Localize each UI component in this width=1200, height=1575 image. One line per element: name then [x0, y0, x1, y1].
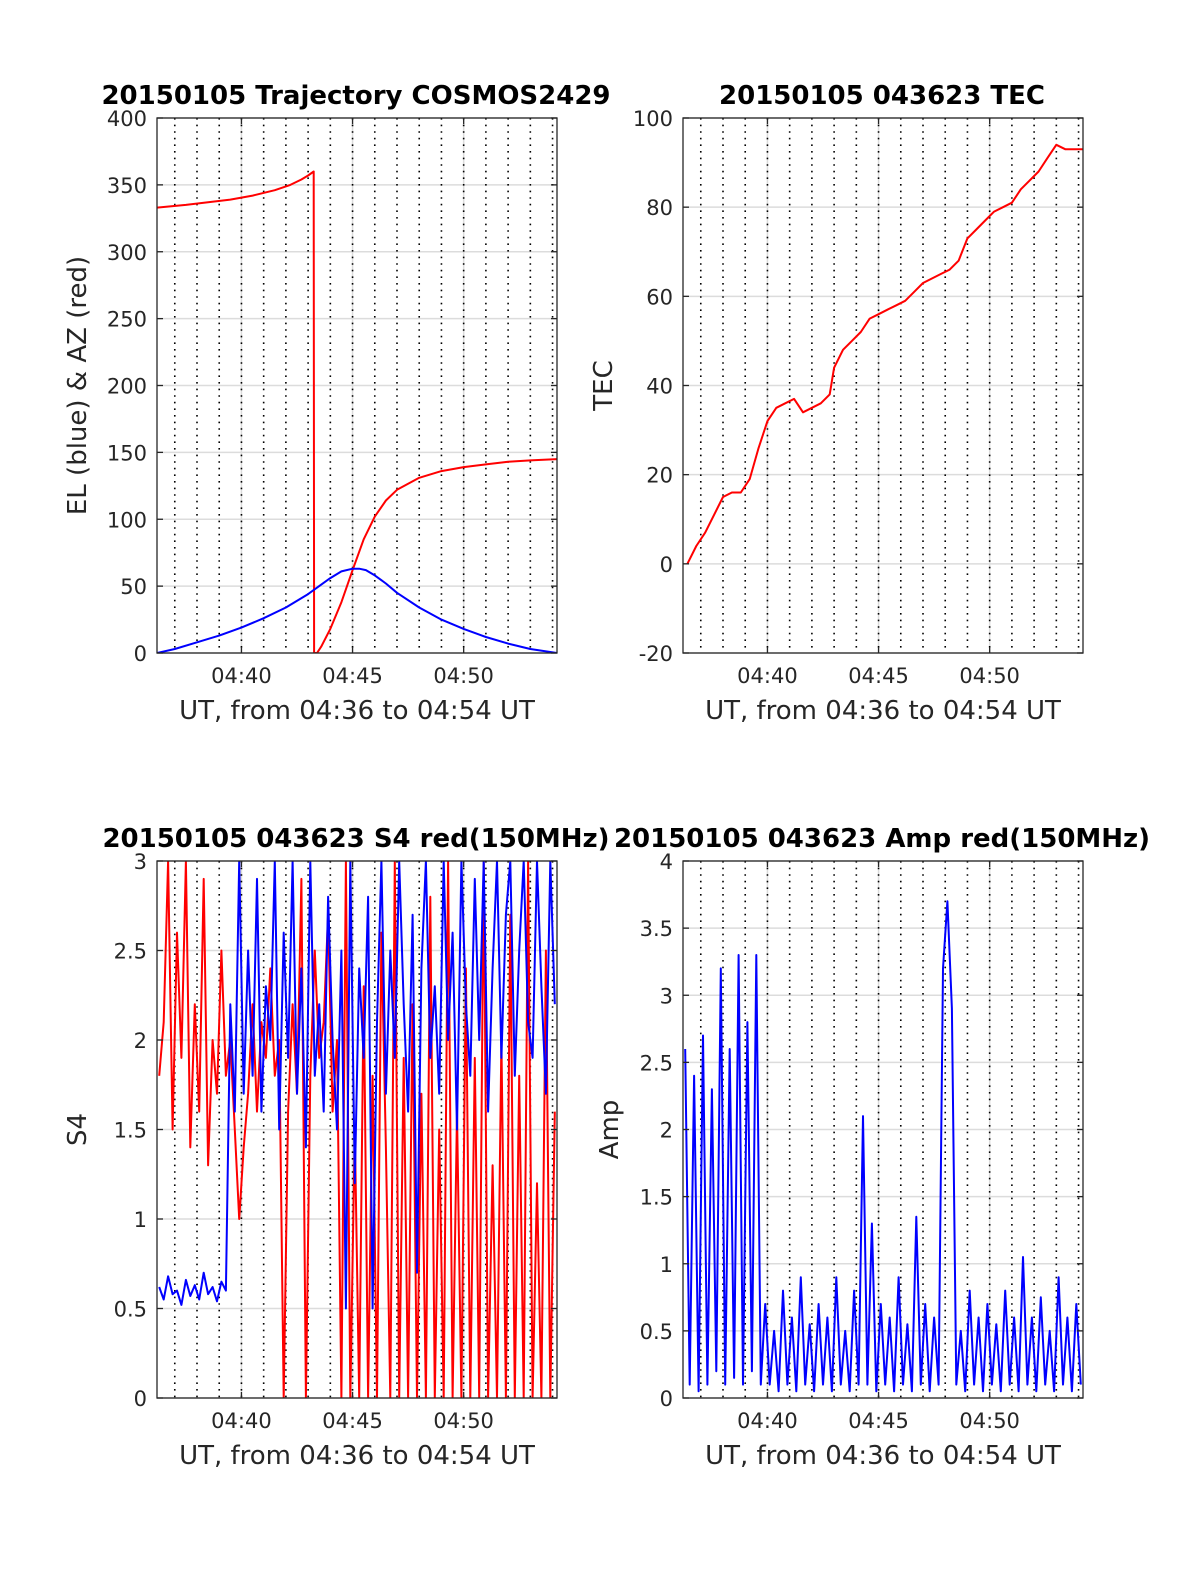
- s4-title: 20150105 043623 S4 red(150MHz): [102, 824, 609, 854]
- amp-ytick-label-7: 3.5: [640, 917, 673, 941]
- trajectory-xtick-label-2: 04:50: [433, 664, 494, 688]
- trajectory-chart: 04:40 04:45 04:50 0 50 100 150 200 250 300 350 4002…: [63, 81, 611, 726]
- tec-ylabel: TEC: [589, 360, 619, 411]
- s4-ytick-label-2: 1: [134, 1208, 147, 1232]
- tec-xtick-label-1: 04:45: [848, 664, 909, 688]
- tec-ytick-label-0: -20: [639, 642, 673, 666]
- tec-ytick-label-3: 40: [646, 375, 673, 399]
- trajectory-ytick-label-5: 250: [107, 308, 147, 332]
- amp-ytick-label-1: 0.5: [640, 1320, 673, 1344]
- trajectory-series-0: [157, 170, 557, 653]
- trajectory-ytick-label-0: 0: [134, 642, 147, 666]
- trajectory-ytick-label-1: 50: [120, 575, 147, 599]
- s4-xtick-label-2: 04:50: [433, 1409, 494, 1433]
- amp-xlabel: UT, from 04:36 to 04:54 UT: [705, 1441, 1061, 1471]
- trajectory-series-1: [157, 567, 557, 653]
- trajectory-ytick-label-7: 350: [107, 174, 147, 198]
- amp-chart: 04:40 04:45 04:50 0 0.5 1 1.5 2 2.5 3 3.5 420150105…: [595, 824, 1150, 1471]
- amp-ylabel: Amp: [595, 1100, 625, 1160]
- s4-xtick-label-0: 04:40: [211, 1409, 272, 1433]
- trajectory-ytick-label-4: 200: [107, 375, 147, 399]
- tec-ytick-label-5: 80: [646, 196, 673, 220]
- amp-ytick-label-6: 3: [660, 984, 673, 1008]
- amp-xtick-label-0: 04:40: [737, 1409, 798, 1433]
- trajectory-ytick-label-6: 300: [107, 241, 147, 265]
- trajectory-ytick-label-8: 400: [107, 107, 147, 131]
- amp-ytick-label-2: 1: [660, 1253, 673, 1277]
- trajectory-xtick-label-0: 04:40: [211, 664, 272, 688]
- tec-ytick-label-1: 0: [660, 553, 673, 577]
- s4-xtick-label-1: 04:45: [322, 1409, 383, 1433]
- amp-ytick-label-3: 1.5: [640, 1186, 673, 1210]
- tec-chart: 04:40 04:45 04:50 -20 0 20 40 60 80 100 20150105 0…: [589, 81, 1084, 726]
- amp-series-0: [684, 900, 1082, 1393]
- tec-ytick-label-2: 20: [646, 464, 673, 488]
- s4-ytick-label-6: 3: [134, 850, 147, 874]
- tec-ytick-label-4: 60: [646, 285, 673, 309]
- amp-ytick-label-4: 2: [660, 1119, 673, 1143]
- tec-series-0: [686, 143, 1083, 565]
- amp-ytick-label-8: 4: [660, 850, 673, 874]
- trajectory-xlabel: UT, from 04:36 to 04:54 UT: [179, 696, 535, 726]
- amp-ytick-label-0: 0: [660, 1387, 673, 1411]
- s4-ytick-label-0: 0: [134, 1387, 147, 1411]
- s4-ytick-label-5: 2.5: [114, 940, 147, 964]
- amp-xtick-label-2: 04:50: [959, 1409, 1020, 1433]
- s4-ylabel: S4: [63, 1113, 93, 1146]
- amp-title: 20150105 043623 Amp red(150MHz): [614, 824, 1150, 854]
- tec-xtick-label-2: 04:50: [959, 664, 1020, 688]
- s4-ytick-label-4: 2: [134, 1029, 147, 1053]
- s4-series-0: [158, 861, 556, 1398]
- s4-xlabel: UT, from 04:36 to 04:54 UT: [179, 1441, 535, 1471]
- amp-xtick-label-1: 04:45: [848, 1409, 909, 1433]
- tec-title: 20150105 043623 TEC: [719, 81, 1045, 111]
- amp-ytick-label-5: 2.5: [640, 1051, 673, 1075]
- tec-xtick-label-0: 04:40: [737, 664, 798, 688]
- trajectory-xtick-label-1: 04:45: [322, 664, 383, 688]
- trajectory-ytick-label-3: 150: [107, 441, 147, 465]
- trajectory-ylabel: EL (blue) & AZ (red): [63, 256, 93, 515]
- s4-series-1: [158, 861, 556, 1310]
- s4-ytick-label-3: 1.5: [114, 1119, 147, 1143]
- trajectory-ytick-label-2: 100: [107, 508, 147, 532]
- tec-ytick-label-6: 100: [633, 107, 673, 131]
- tec-xlabel: UT, from 04:36 to 04:54 UT: [705, 696, 1061, 726]
- trajectory-title: 20150105 Trajectory COSMOS2429: [101, 81, 610, 111]
- s4-ytick-label-1: 0.5: [114, 1298, 147, 1322]
